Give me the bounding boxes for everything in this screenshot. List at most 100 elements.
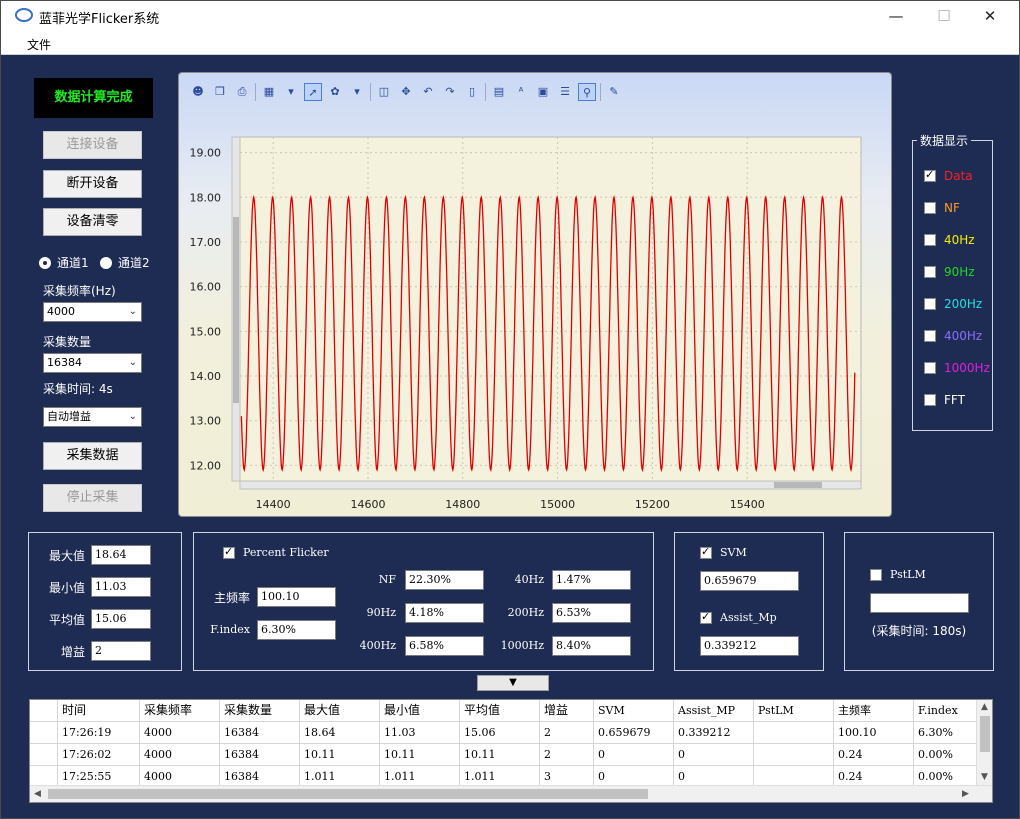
scroll-down-icon[interactable]: ▼ [981, 772, 988, 782]
3d-icon[interactable]: ◫ [378, 85, 390, 98]
table-cell[interactable] [754, 744, 834, 766]
avg-value-field[interactable]: 15.06 [91, 609, 151, 629]
assist-mp-field[interactable]: 0.339212 [700, 636, 799, 656]
table-cell[interactable]: 4000 [140, 722, 220, 744]
clipboard-icon[interactable]: ▯ [468, 85, 476, 98]
vertical-scrollbar[interactable]: ▲ ▼ [976, 700, 992, 786]
dropdown-arrow-icon[interactable]: ▾ [354, 85, 360, 98]
chart-type-icon[interactable]: ▦ [263, 85, 275, 98]
column-header[interactable]: F.index [914, 700, 992, 722]
f1000-field[interactable]: 8.40% [552, 636, 631, 656]
column-header[interactable]: 增益 [540, 700, 594, 722]
table-cell[interactable]: 15.06 [460, 722, 540, 744]
column-header[interactable]: Assist_MP [674, 700, 754, 722]
table-cell[interactable]: 0.659679 [594, 722, 674, 744]
expand-table-button[interactable]: ▼ [477, 675, 549, 691]
table-cell[interactable]: 100.10 [834, 722, 914, 744]
gain-select[interactable]: 自动增益 ⌄ [43, 407, 142, 427]
dropdown-arrow-icon[interactable]: ▾ [288, 85, 294, 98]
table-cell[interactable]: 0 [594, 744, 674, 766]
display-data-checkbox[interactable]: Data [924, 168, 973, 183]
table-cell[interactable]: 4000 [140, 744, 220, 766]
column-header[interactable]: 最大值 [300, 700, 380, 722]
minimize-button[interactable]: — [888, 7, 904, 25]
sample-freq-select[interactable]: 4000 ⌄ [43, 302, 142, 322]
table-cell[interactable]: 10.11 [300, 744, 380, 766]
table-cell[interactable]: 2 [540, 722, 594, 744]
findex-field[interactable]: 6.30% [257, 620, 336, 640]
channel-1-radio[interactable]: 通道1 [39, 254, 89, 271]
sample-count-select[interactable]: 16384 ⌄ [43, 353, 142, 373]
table-cell[interactable]: 2 [540, 744, 594, 766]
table-cell[interactable]: 17:26:02 [58, 744, 140, 766]
menu-file[interactable]: 文件 [27, 38, 52, 52]
pointer-icon[interactable]: ➚ [304, 83, 322, 101]
table-header-row[interactable]: 时间 采集频率 采集数量 最大值 最小值 平均值 增益 SVM Assist_MP PstLM 主频… [30, 700, 992, 722]
connect-device-button[interactable]: 连接设备 [43, 131, 142, 159]
scroll-up-icon[interactable]: ▲ [981, 702, 988, 712]
column-header[interactable]: SVM [594, 700, 674, 722]
rotate-right-icon[interactable]: ↷ [445, 85, 455, 98]
print-icon[interactable]: ⎙ [237, 85, 247, 98]
table-row[interactable]: 17:25:55 4000 16384 1.011 1.011 1.011 3 0 0 0.24 0… [30, 766, 992, 788]
max-value-field[interactable]: 18.64 [91, 545, 151, 565]
column-header[interactable]: 采集频率 [140, 700, 220, 722]
column-header[interactable]: 时间 [58, 700, 140, 722]
flicker-chart[interactable]: 19.00 18.00 17.00 16.00 15.00 14.00 13.00 12.00… [179, 73, 893, 518]
column-header[interactable]: 主频率 [834, 700, 914, 722]
display-40hz-checkbox[interactable]: 40Hz [924, 233, 975, 247]
vertical-scroll-thumb[interactable] [980, 716, 990, 752]
pstlm-field[interactable] [870, 593, 969, 613]
copy-icon[interactable]: ❐ [215, 85, 225, 98]
disconnect-device-button[interactable]: 断开设备 [43, 170, 142, 198]
display-fft-checkbox[interactable]: FFT [924, 393, 965, 407]
display-200hz-checkbox[interactable]: 200Hz [924, 297, 982, 311]
scroll-right-icon[interactable]: ▶ [962, 789, 969, 799]
close-button[interactable]: ✕ [983, 7, 997, 25]
acquire-data-button[interactable]: 采集数据 [43, 442, 142, 470]
users-icon[interactable]: ☻ [192, 85, 204, 98]
table-cell[interactable]: 10.11 [460, 744, 540, 766]
display-400hz-checkbox[interactable]: 400Hz [924, 329, 982, 343]
table-cell[interactable]: 17:26:19 [58, 722, 140, 744]
properties-icon[interactable]: ✎ [609, 85, 619, 98]
rotate-left-icon[interactable]: ↶ [423, 85, 433, 98]
maximize-button[interactable]: ☐ [937, 7, 951, 25]
svm-checkbox[interactable]: SVM [700, 545, 747, 559]
f400-field[interactable]: 6.58% [405, 636, 484, 656]
scroll-left-icon[interactable]: ◀ [34, 789, 41, 799]
horizontal-scrollbar[interactable]: ◀ ▶ [30, 785, 992, 802]
svm-field[interactable]: 0.659679 [700, 571, 799, 591]
table-cell[interactable] [754, 722, 834, 744]
column-header[interactable]: 最小值 [380, 700, 460, 722]
text-icon[interactable]: ᴬ [518, 85, 524, 98]
f90-field[interactable]: 4.18% [405, 603, 484, 623]
row-header-cell[interactable] [30, 744, 58, 766]
display-90hz-checkbox[interactable]: 90Hz [924, 265, 975, 279]
percent-flicker-checkbox[interactable]: Percent Flicker [223, 545, 329, 559]
pstlm-checkbox[interactable]: PstLM [870, 568, 926, 581]
column-header[interactable]: 采集数量 [220, 700, 300, 722]
chart-editor-icon[interactable]: ▤ [493, 85, 505, 98]
gain-value-field[interactable]: 2 [91, 641, 151, 661]
zero-device-button[interactable]: 设备清零 [43, 208, 142, 236]
table-row[interactable]: 17:26:19 4000 16384 18.64 11.03 15.06 2 0.65967… [30, 722, 992, 744]
legend-icon[interactable]: ☰ [560, 85, 570, 98]
table-cell[interactable]: 10.11 [380, 744, 460, 766]
column-header[interactable]: 平均值 [460, 700, 540, 722]
table-cell[interactable]: 0.24 [834, 744, 914, 766]
row-header-cell[interactable] [30, 700, 58, 722]
f200-field[interactable]: 6.53% [552, 603, 631, 623]
data-grid-icon[interactable]: ▣ [537, 85, 549, 98]
display-nf-checkbox[interactable]: NF [924, 201, 960, 215]
table-cell[interactable]: 11.03 [380, 722, 460, 744]
stop-acquire-button[interactable]: 停止采集 [43, 484, 142, 512]
table-cell[interactable]: 16384 [220, 744, 300, 766]
row-header-cell[interactable] [30, 722, 58, 744]
min-value-field[interactable]: 11.03 [91, 577, 151, 597]
f40-field[interactable]: 1.47% [552, 570, 631, 590]
zoom-icon[interactable]: ⚲ [578, 83, 596, 101]
table-cell[interactable]: 16384 [220, 722, 300, 744]
nf-field[interactable]: 22.30% [405, 570, 484, 590]
main-freq-field[interactable]: 100.10 [257, 587, 336, 607]
